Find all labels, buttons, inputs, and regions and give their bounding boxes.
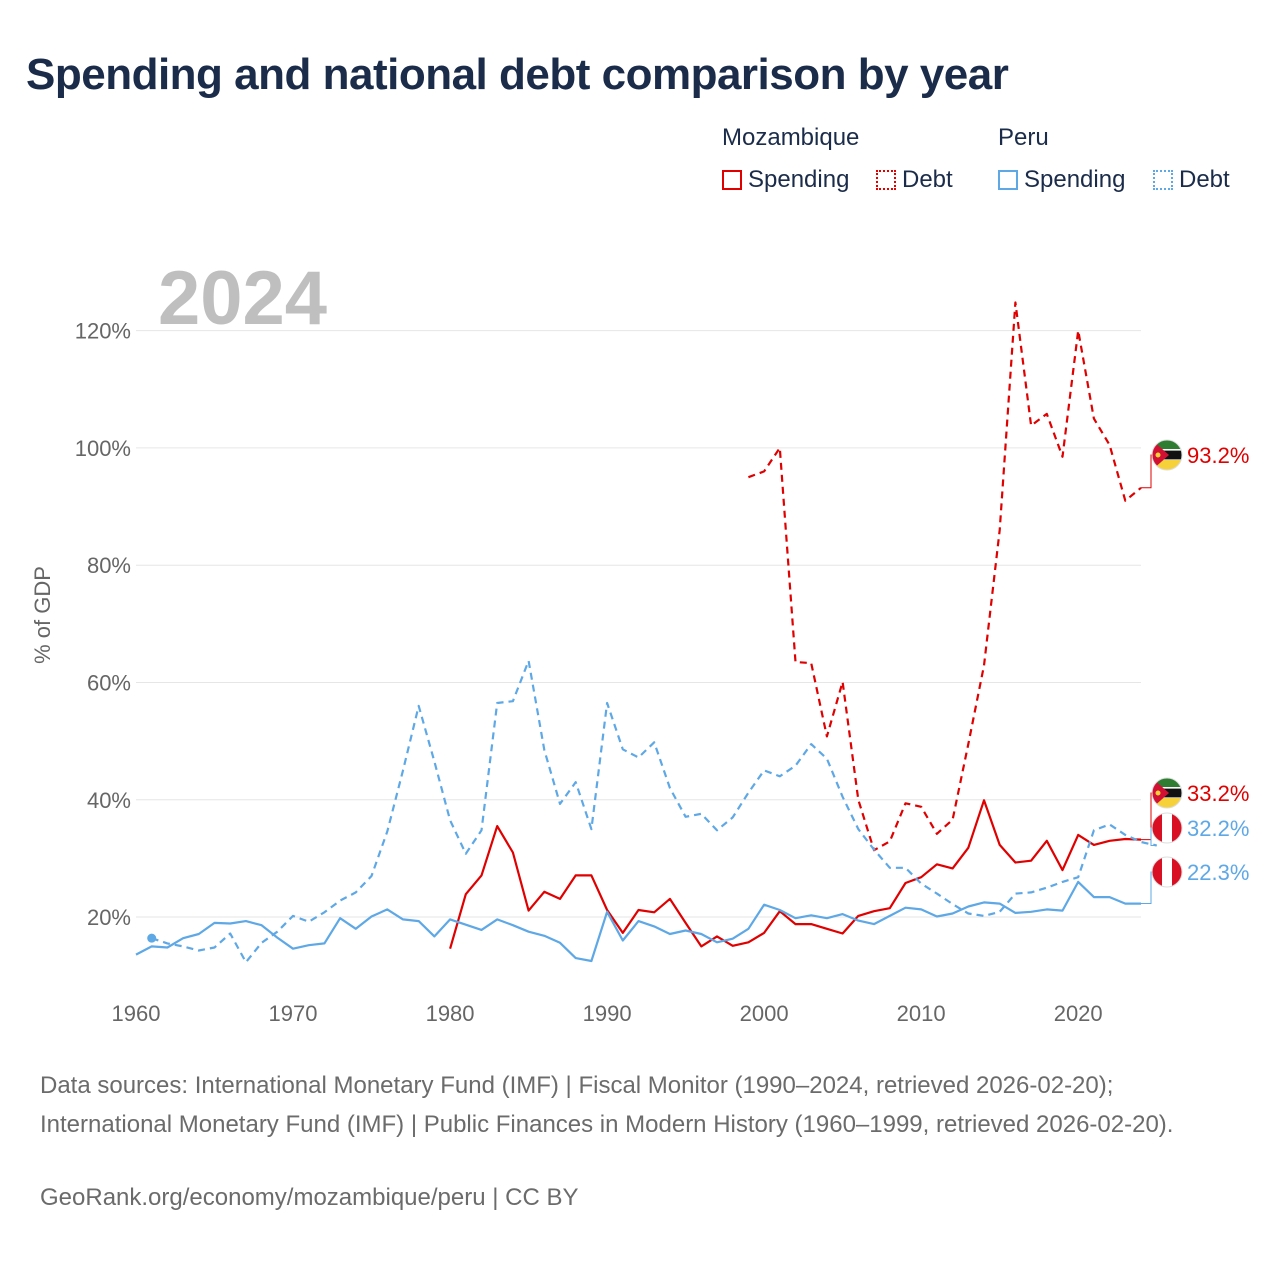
series-line-peru-spending <box>135 880 1141 963</box>
y-tick-label: 120% <box>75 319 131 344</box>
end-value-label: 33.2% <box>1187 781 1249 806</box>
peru-flag-icon <box>1151 812 1183 844</box>
end-value-label: 32.2% <box>1187 816 1249 841</box>
legend-label: Debt <box>1179 166 1230 193</box>
end-value-label: 22.3% <box>1187 860 1249 885</box>
mozambique-flag-icon <box>1151 439 1183 471</box>
legend-item-mozambique-spending[interactable]: Spending <box>722 166 849 194</box>
series-line-peru-debt <box>151 659 1157 964</box>
legend-swatch-solid-blue <box>998 170 1018 190</box>
legend-item-mozambique-debt[interactable]: Debt <box>876 166 953 194</box>
y-axis-label: % of GDP <box>30 566 55 664</box>
legend-swatch-solid-red <box>722 170 742 190</box>
peru-flag-icon <box>1151 856 1183 888</box>
legend-item-peru-spending[interactable]: Spending <box>998 166 1125 194</box>
end-labels: 93.2% 33.2% 32.2% 22.3% <box>1141 439 1249 905</box>
y-tick-label: 80% <box>87 553 131 578</box>
x-tick-label: 1980 <box>426 1001 475 1026</box>
line-chart: 2024 % of GDP 20%40%60%80%100%120% 1960 1… <box>30 256 1249 1026</box>
series-lines <box>135 301 1157 964</box>
legend-label: Debt <box>902 166 953 193</box>
series-start-dot <box>147 933 157 943</box>
legend-group-peru: Peru <box>998 124 1049 151</box>
credit-link[interactable]: GeoRank.org/economy/mozambique/peru | CC… <box>40 1184 579 1211</box>
x-tick-label: 1960 <box>112 1001 161 1026</box>
x-axis: 1960 1970 1980 1990 2000 2010 2020 <box>112 1001 1103 1026</box>
legend-item-peru-debt[interactable]: Debt <box>1153 166 1230 194</box>
series-line-mozambique-debt <box>748 301 1142 852</box>
x-tick-label: 1990 <box>583 1001 632 1026</box>
y-tick-label: 100% <box>75 436 131 461</box>
data-sources: Data sources: International Monetary Fun… <box>40 1072 1174 1138</box>
legend-group-mozambique: Mozambique <box>722 124 860 151</box>
legend-swatch-dotted-red <box>876 170 896 190</box>
y-tick-label: 60% <box>87 670 131 695</box>
y-axis: 20% 40% 60% 80% 100% 120% <box>75 319 131 930</box>
gridlines <box>136 330 1141 918</box>
end-value-label: 93.2% <box>1187 443 1249 468</box>
x-tick-label: 2000 <box>740 1001 789 1026</box>
x-tick-label: 1970 <box>269 1001 318 1026</box>
x-tick-label: 2010 <box>897 1001 946 1026</box>
legend-label: Spending <box>748 166 850 193</box>
x-tick-label: 2020 <box>1054 1001 1103 1026</box>
y-tick-label: 20% <box>87 905 131 930</box>
series-line-mozambique-spending <box>449 799 1142 950</box>
legend-swatch-dotted-blue <box>1153 170 1173 190</box>
mozambique-flag-icon <box>1151 777 1183 809</box>
year-watermark: 2024 <box>158 256 327 341</box>
legend-label: Spending <box>1024 166 1126 193</box>
chart-title: Spending and national debt comparison by… <box>26 50 1009 99</box>
y-tick-label: 40% <box>87 788 131 813</box>
